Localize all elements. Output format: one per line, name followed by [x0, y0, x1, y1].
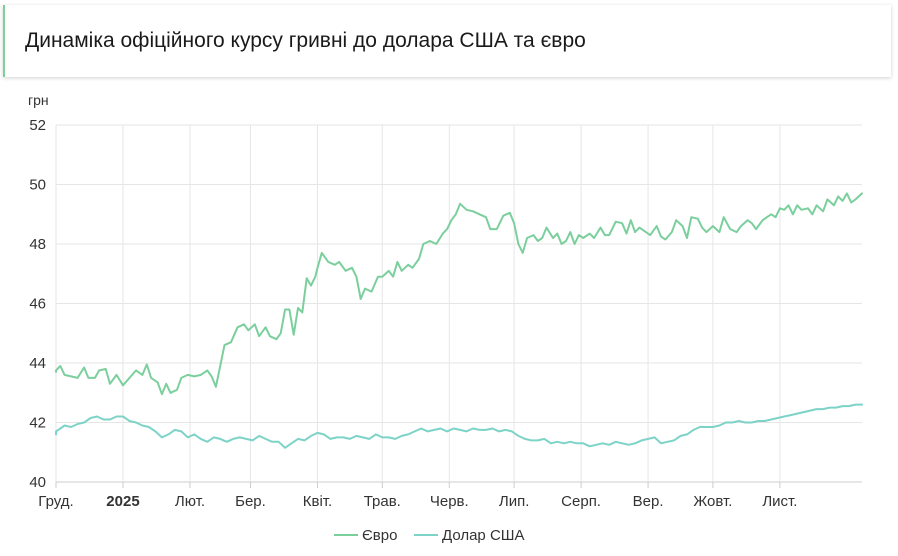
- y-tick-label: 42: [29, 415, 46, 432]
- x-tick-label: Жовт.: [693, 493, 732, 510]
- y-tick-label: 48: [29, 236, 46, 253]
- y-tick-label: 46: [29, 296, 46, 313]
- x-tick-label: Лют.: [175, 493, 205, 510]
- y-tick-label: 52: [29, 117, 46, 134]
- x-tick-label: Черв.: [430, 493, 469, 510]
- page-title: Динаміка офіційного курсу гривні до дола…: [25, 29, 586, 52]
- legend-label: Євро: [362, 527, 397, 544]
- axes: грн 40 42 44 46 48 50 52 Груд. 2025 Лют. Бер. Квіт.…: [28, 92, 797, 510]
- y-tick-label: 50: [29, 177, 46, 194]
- grid: [55, 124, 862, 483]
- x-tick-label: Груд.: [38, 493, 73, 510]
- y-axis-unit-label: грн: [28, 92, 49, 108]
- chart-area: грн 40 42 44 46 48 50 52 Груд. 2025 Лют. Бер. Квіт.…: [0, 80, 898, 556]
- x-tick-label: Трав.: [364, 493, 401, 510]
- x-tick-label: Бер.: [235, 493, 266, 510]
- legend-item-usd[interactable]: Долар США: [414, 527, 525, 544]
- legend-item-euro[interactable]: Євро: [334, 527, 397, 544]
- legend-label: Долар США: [442, 527, 525, 544]
- y-tick-label: 40: [29, 474, 46, 491]
- x-tick-label: Серп.: [561, 493, 601, 510]
- series-line-usd: [55, 403, 863, 449]
- line-chart: грн 40 42 44 46 48 50 52 Груд. 2025 Лют. Бер. Квіт.…: [28, 92, 863, 544]
- series-lines: [55, 192, 863, 449]
- series-line-euro: [55, 192, 863, 396]
- x-tick-label: 2025: [106, 493, 139, 510]
- x-tick-label: Квіт.: [303, 493, 332, 510]
- chart-header: Динаміка офіційного курсу гривні до дола…: [3, 5, 891, 77]
- y-tick-label: 44: [29, 355, 46, 372]
- x-tick-label: Вер.: [633, 493, 664, 510]
- legend: Євро Долар США: [334, 527, 525, 544]
- x-tick-label: Лип.: [499, 493, 530, 510]
- x-tick-label: Лист.: [762, 493, 797, 510]
